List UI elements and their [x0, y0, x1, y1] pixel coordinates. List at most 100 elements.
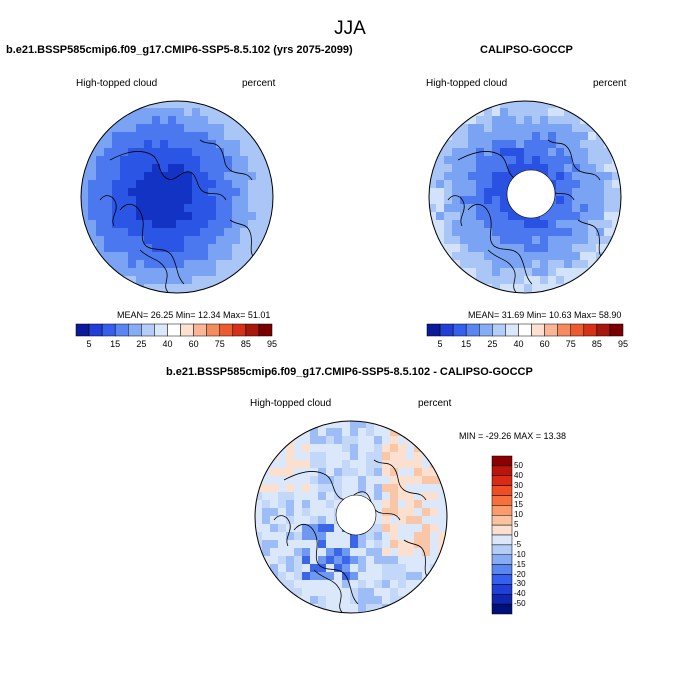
- map-cell: [484, 252, 493, 261]
- map-cell: [358, 468, 367, 477]
- map-cell: [492, 244, 501, 253]
- map-cell: [176, 172, 185, 181]
- map-cell: [374, 572, 383, 581]
- map-cell: [446, 580, 447, 589]
- colorbar-tick-label: 95: [617, 339, 628, 349]
- map-cell: [248, 196, 257, 205]
- map-cell: [144, 196, 153, 205]
- map-cell: [256, 164, 265, 173]
- map-cell: [429, 124, 437, 133]
- colorbar-segment: [491, 475, 513, 486]
- map-cell: [468, 172, 477, 181]
- map-cell: [516, 260, 525, 269]
- map-cell: [200, 284, 209, 293]
- map-cell: [302, 444, 311, 453]
- map-cell: [128, 132, 137, 141]
- map-cell: [436, 101, 445, 109]
- map-cell: [358, 532, 367, 541]
- map-cell: [302, 508, 311, 517]
- map-cell: [452, 116, 461, 125]
- map-cell: [262, 604, 271, 613]
- map-cell: [564, 244, 573, 253]
- map-cell: [144, 140, 153, 149]
- map-cell: [500, 116, 509, 125]
- map-cell: [468, 148, 477, 157]
- map-cell: [540, 268, 549, 277]
- map-cell: [278, 452, 287, 461]
- map-cell: [382, 508, 391, 517]
- map-cell: [452, 292, 461, 293]
- map-cell: [272, 276, 273, 285]
- map-cell: [176, 220, 185, 229]
- map-cell: [256, 132, 265, 141]
- map-cell: [81, 196, 89, 205]
- map-cell: [430, 516, 439, 525]
- map-cell: [152, 260, 161, 269]
- map-cell: [532, 164, 541, 173]
- map-cell: [366, 548, 375, 557]
- map-cell: [184, 292, 193, 293]
- map-cell: [208, 132, 217, 141]
- map-cell: [556, 172, 565, 181]
- map-cell: [334, 524, 343, 533]
- map-cell: [128, 244, 137, 253]
- map-cell: [484, 124, 493, 133]
- map-cell: [564, 132, 573, 141]
- map-cell: [556, 212, 565, 221]
- map-cell: [216, 220, 225, 229]
- map-cell: [326, 428, 335, 437]
- map-cell: [81, 180, 89, 189]
- map-cell: [152, 140, 161, 149]
- map-cell: [358, 612, 367, 613]
- map-cell: [414, 421, 423, 429]
- map-cell: [460, 284, 469, 293]
- colorbar-tick-label: 85: [240, 339, 251, 349]
- map-cell: [120, 236, 129, 245]
- map-cell: [572, 188, 581, 197]
- colorbar-segment: [206, 323, 220, 337]
- map-cell: [334, 500, 343, 509]
- map-cell: [176, 284, 185, 293]
- map-cell: [438, 532, 447, 541]
- map-cell: [310, 436, 319, 445]
- map-cell: [452, 220, 461, 229]
- map-cell: [350, 588, 359, 597]
- map-cell: [398, 572, 407, 581]
- map-cell: [160, 244, 169, 253]
- map-cell: [556, 180, 565, 189]
- map-cell: [588, 204, 597, 213]
- map-cell: [342, 548, 351, 557]
- map-cell: [326, 484, 335, 493]
- map-cell: [272, 204, 273, 213]
- map-cell: [81, 132, 89, 141]
- map-cell: [516, 108, 525, 117]
- colorbar-tick-label: 60: [188, 339, 199, 349]
- map-cell: [508, 260, 517, 269]
- map-cell: [476, 172, 485, 181]
- map-cell: [232, 172, 241, 181]
- map-cell: [580, 164, 589, 173]
- map-cell: [532, 132, 541, 141]
- map-cell: [200, 220, 209, 229]
- map-cell: [508, 268, 517, 277]
- map-cell: [429, 172, 437, 181]
- map-cell: [264, 108, 273, 117]
- map-cell: [294, 492, 303, 501]
- map-cell: [168, 188, 177, 197]
- map-cell: [588, 244, 597, 253]
- map-cell: [596, 260, 605, 269]
- colorbar-segment: [491, 544, 513, 555]
- map-cell: [350, 572, 359, 581]
- map-cell: [326, 421, 335, 429]
- panel3-colorbar: [491, 455, 513, 615]
- map-cell: [446, 532, 447, 541]
- map-cell: [374, 484, 383, 493]
- map-cell: [374, 428, 383, 437]
- map-cell: [160, 268, 169, 277]
- map-cell: [256, 156, 265, 165]
- map-cell: [128, 292, 137, 293]
- map-cell: [88, 292, 97, 293]
- map-cell: [620, 236, 621, 245]
- map-cell: [334, 476, 343, 485]
- map-cell: [112, 244, 121, 253]
